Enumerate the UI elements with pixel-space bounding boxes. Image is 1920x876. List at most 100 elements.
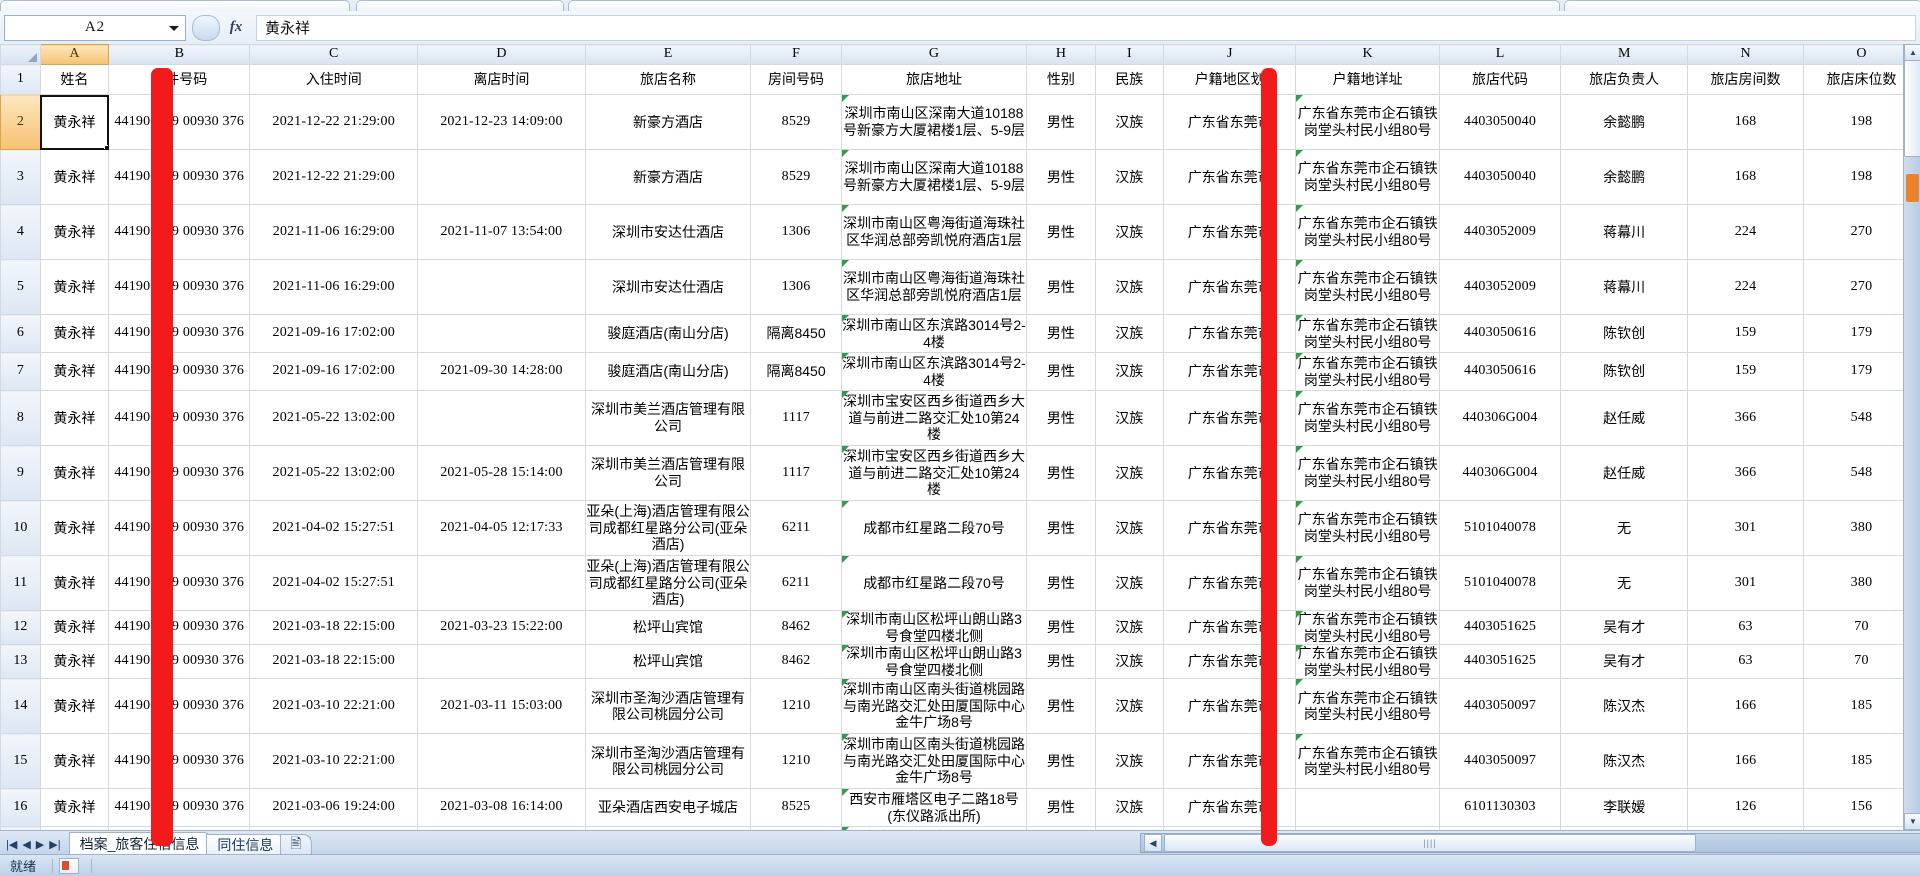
cell-L15[interactable]: 4403050097: [1438, 733, 1562, 790]
sheet-tab-0[interactable]: 档案_旅客住宿信息: [68, 832, 213, 855]
table-column-title-d[interactable]: 离店时间: [417, 64, 586, 95]
cell-O5[interactable]: 270: [1802, 259, 1920, 315]
cell-H13[interactable]: 男性: [1026, 644, 1096, 680]
cell-K6[interactable]: 广东省东莞市企石镇铁岗堂头村民小组80号: [1295, 314, 1440, 353]
cell-A5[interactable]: 黄永祥: [39, 259, 110, 315]
cell-B6[interactable]: 441900199 00930 376: [108, 314, 251, 353]
cell-K12[interactable]: 广东省东莞市企石镇铁岗堂头村民小组80号: [1295, 609, 1440, 646]
cell-N3[interactable]: 168: [1687, 149, 1804, 205]
vertical-scroll-thumb[interactable]: [1904, 60, 1920, 157]
table-column-title-l[interactable]: 旅店代码: [1438, 64, 1562, 95]
cell-N8[interactable]: 366: [1687, 390, 1804, 446]
chrome-tab-1[interactable]: [0, 0, 350, 12]
cell-M9[interactable]: 赵任威: [1560, 445, 1689, 501]
cell-I12[interactable]: 汉族: [1094, 609, 1164, 646]
row-header-6[interactable]: 6: [0, 314, 41, 353]
cell-C12[interactable]: 2021-03-18 22:15:00: [249, 609, 419, 646]
cell-L6[interactable]: 4403050616: [1438, 314, 1562, 353]
cell-N2[interactable]: 168: [1687, 94, 1804, 150]
cell-E11[interactable]: 亚朵(上海)酒店管理有限公司成都红星路分公司(亚朵酒店): [584, 555, 752, 611]
table-column-title-g[interactable]: 旅店地址: [840, 64, 1028, 95]
cell-B16[interactable]: 441900199 00930 376: [108, 788, 251, 828]
cell-F2[interactable]: 8529: [750, 94, 842, 150]
cell-J3[interactable]: 广东省东莞市: [1162, 149, 1297, 205]
row-header-13[interactable]: 13: [0, 644, 41, 680]
cell-J7[interactable]: 广东省东莞市: [1162, 352, 1297, 391]
cell-C2[interactable]: 2021-12-22 21:29:00: [249, 94, 419, 150]
column-header-m[interactable]: M: [1560, 44, 1689, 65]
cell-J13[interactable]: 广东省东莞市: [1162, 644, 1297, 680]
cell-E2[interactable]: 新豪方酒店: [584, 94, 752, 150]
cell-A17[interactable]: 黄永祥: [39, 826, 110, 830]
column-header-n[interactable]: N: [1687, 44, 1804, 65]
cell-D12[interactable]: 2021-03-23 15:22:00: [417, 609, 586, 646]
row-header-7[interactable]: 7: [0, 352, 41, 391]
cell-O10[interactable]: 380: [1802, 500, 1920, 556]
cell-O13[interactable]: 70: [1802, 644, 1920, 680]
cell-D14[interactable]: 2021-03-11 15:03:00: [417, 678, 586, 735]
cell-N5[interactable]: 224: [1687, 259, 1804, 315]
cell-H16[interactable]: 男性: [1026, 788, 1096, 828]
cell-G15[interactable]: 深圳市南山区南头街道桃园路与南光路交汇处田厦国际中心金牛广场8号: [840, 733, 1028, 790]
cell-D5[interactable]: [417, 259, 586, 315]
cell-L7[interactable]: 4403050616: [1438, 352, 1562, 391]
cell-A10[interactable]: 黄永祥: [39, 500, 110, 556]
cell-N13[interactable]: 63: [1687, 644, 1804, 680]
cell-H10[interactable]: 男性: [1026, 500, 1096, 556]
cell-G2[interactable]: 深圳市南山区深南大道10188号新豪方大厦裙楼1层、5-9层: [840, 94, 1028, 150]
horizontal-scrollbar[interactable]: ◀ ||||: [1140, 833, 1920, 853]
cell-J4[interactable]: 广东省东莞市: [1162, 204, 1297, 260]
cell-L5[interactable]: 4403052009: [1438, 259, 1562, 315]
cell-I2[interactable]: 汉族: [1094, 94, 1164, 150]
cell-M11[interactable]: 无: [1560, 555, 1689, 611]
column-header-k[interactable]: K: [1295, 44, 1440, 65]
cell-D4[interactable]: 2021-11-07 13:54:00: [417, 204, 586, 260]
cell-F4[interactable]: 1306: [750, 204, 842, 260]
cell-F12[interactable]: 8462: [750, 609, 842, 646]
horizontal-scroll-thumb[interactable]: ||||: [1164, 834, 1696, 852]
row-header-10[interactable]: 10: [0, 500, 41, 556]
cell-O9[interactable]: 548: [1802, 445, 1920, 501]
record-macro-icon[interactable]: [59, 857, 80, 874]
cell-G14[interactable]: 深圳市南山区南头街道桃园路与南光路交汇处田厦国际中心金牛广场8号: [840, 678, 1028, 735]
cell-M5[interactable]: 蒋幕川: [1560, 259, 1689, 315]
cell-A4[interactable]: 黄永祥: [39, 204, 110, 260]
nav-next-sheet-icon[interactable]: ▶: [35, 839, 45, 851]
cell-H9[interactable]: 男性: [1026, 445, 1096, 501]
column-header-d[interactable]: D: [417, 44, 586, 65]
cell-J6[interactable]: 广东省东莞市: [1162, 314, 1297, 353]
cell-B4[interactable]: 441900199 00930 376: [108, 204, 251, 260]
scroll-left-button[interactable]: ◀: [1144, 834, 1162, 852]
insert-function-round-icon[interactable]: [192, 14, 220, 41]
cell-N10[interactable]: 301: [1687, 500, 1804, 556]
cell-B9[interactable]: 441900199 00930 376: [108, 445, 251, 501]
cell-E9[interactable]: 深圳市美兰酒店管理有限公司: [584, 445, 752, 501]
cell-G16[interactable]: 西安市雁塔区电子二路18号(东仪路派出所): [840, 788, 1028, 828]
cell-N9[interactable]: 366: [1687, 445, 1804, 501]
sheet-tab-1[interactable]: 同住信息: [206, 834, 287, 855]
cell-J12[interactable]: 广东省东莞市: [1162, 609, 1297, 646]
cell-B17[interactable]: 441900199 00930 376: [108, 826, 251, 830]
cell-K7[interactable]: 广东省东莞市企石镇铁岗堂头村民小组80号: [1295, 352, 1440, 391]
cell-B10[interactable]: 441900199 00930 376: [108, 500, 251, 556]
cell-D8[interactable]: [417, 390, 586, 446]
cell-H2[interactable]: 男性: [1026, 94, 1096, 150]
cell-D7[interactable]: 2021-09-30 14:28:00: [417, 352, 586, 391]
cell-H6[interactable]: 男性: [1026, 314, 1096, 353]
cell-I14[interactable]: 汉族: [1094, 678, 1164, 735]
cell-L13[interactable]: 4403051625: [1438, 644, 1562, 680]
cell-M7[interactable]: 陈钦创: [1560, 352, 1689, 391]
row-header-4[interactable]: 4: [0, 204, 41, 260]
cell-A8[interactable]: 黄永祥: [39, 390, 110, 446]
column-header-h[interactable]: H: [1026, 44, 1096, 65]
cell-E16[interactable]: 亚朵酒店西安电子城店: [584, 788, 752, 828]
cell-B11[interactable]: 441900199 00930 376: [108, 555, 251, 611]
cell-L4[interactable]: 4403052009: [1438, 204, 1562, 260]
cell-G7[interactable]: 深圳市南山区东滨路3014号2-4楼: [840, 352, 1028, 391]
cell-E4[interactable]: 深圳市安达仕酒店: [584, 204, 752, 260]
cell-B14[interactable]: 441900199 00930 376: [108, 678, 251, 735]
cell-H4[interactable]: 男性: [1026, 204, 1096, 260]
cell-N11[interactable]: 301: [1687, 555, 1804, 611]
cell-C15[interactable]: 2021-03-10 22:21:00: [249, 733, 419, 790]
cell-M4[interactable]: 蒋幕川: [1560, 204, 1689, 260]
